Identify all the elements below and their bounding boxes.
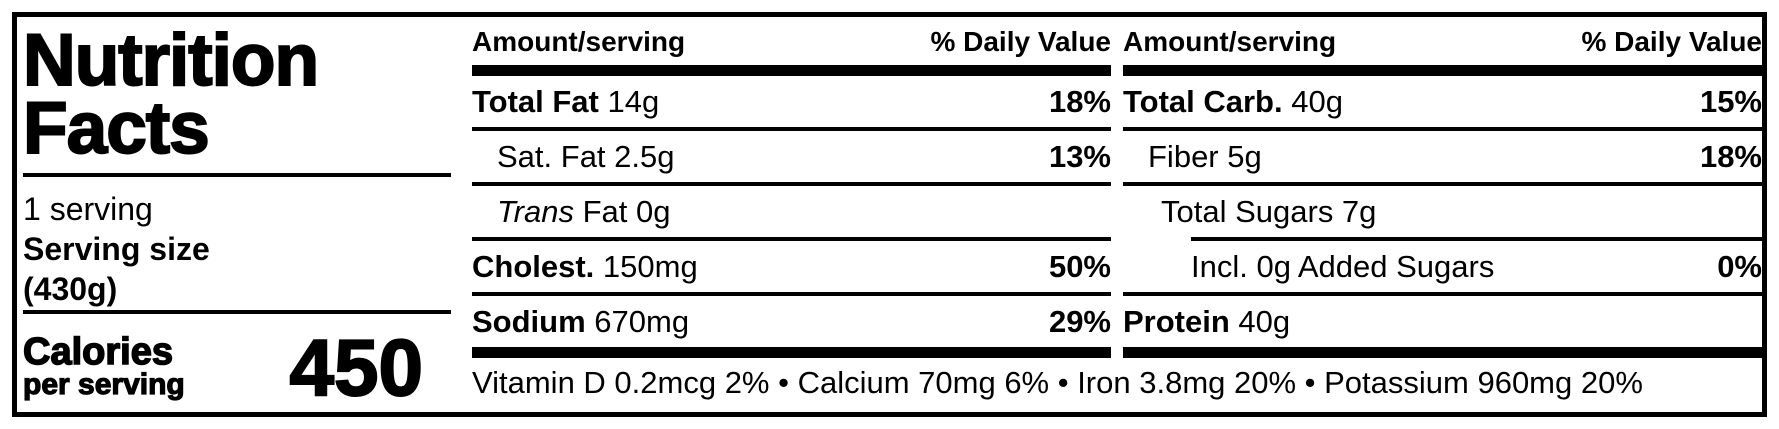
- daily-value: 18%: [1699, 138, 1762, 174]
- calories-section: Calories per serving 450: [22, 314, 451, 412]
- nutrient-name: Sodium: [472, 303, 586, 339]
- row-divider: [472, 127, 1111, 131]
- serving-size-label: Serving size: [23, 231, 210, 267]
- calories-labels: Calories per serving: [22, 331, 185, 401]
- nutrient-amount: Fat 0g: [573, 193, 671, 229]
- nutrient-column-fat: Amount/serving % Daily Value Total Fat 1…: [472, 21, 1111, 358]
- nutrient-amount: 670mg: [585, 303, 690, 339]
- daily-value: 50%: [1048, 248, 1111, 284]
- nutrient-name: Incl. 0g Added Sugars: [1191, 248, 1495, 284]
- nutrient-name: Fiber 5g: [1148, 138, 1262, 174]
- row-sodium: Sodium 670mg 29%: [472, 296, 1111, 347]
- nutrient-amount: 40g: [1229, 303, 1291, 339]
- calories-sublabel: per serving: [22, 368, 185, 401]
- row-added-sugars: Incl. 0g Added Sugars 0%: [1123, 241, 1762, 292]
- label-title-line2: Facts: [22, 88, 211, 169]
- nutrient-name: Total Sugars 7g: [1161, 193, 1377, 229]
- daily-value: 0%: [1717, 248, 1762, 284]
- row-total-fat: Total Fat 14g 18%: [472, 76, 1111, 127]
- row-sat-fat: Sat. Fat 2.5g 13%: [472, 131, 1111, 182]
- nutrient-name: Sat. Fat 2.5g: [497, 138, 675, 174]
- row-divider-indented: [1191, 237, 1762, 241]
- micronutrients-footer: Vitamin D 0.2mcg 2% • Calcium 70mg 6% • …: [472, 358, 1762, 412]
- daily-value: 18%: [1048, 83, 1111, 119]
- row-cholesterol: Cholest. 150mg 50%: [472, 241, 1111, 292]
- column-bottom-bar: [472, 347, 1111, 358]
- calories-value: 450: [289, 323, 424, 412]
- label-left-panel: Nutrition Facts 1 serving Serving size (…: [17, 17, 451, 412]
- row-divider: [1123, 182, 1762, 186]
- column-bottom-bar: [1123, 347, 1762, 358]
- nutrient-name: Total Fat: [472, 83, 599, 119]
- serving-info: 1 serving Serving size (430g): [23, 177, 451, 310]
- row-divider: [1123, 127, 1762, 131]
- row-divider: [1123, 292, 1762, 296]
- daily-value: 15%: [1699, 83, 1762, 119]
- column-header: Amount/serving % Daily Value: [1123, 21, 1762, 65]
- column-header: Amount/serving % Daily Value: [472, 21, 1111, 65]
- serving-size-value: (430g): [23, 271, 118, 307]
- nutrition-facts-label: Nutrition Facts 1 serving Serving size (…: [12, 12, 1767, 417]
- left-panel-rule-top: [23, 173, 451, 177]
- row-divider: [472, 292, 1111, 296]
- nutrient-columns: Amount/serving % Daily Value Total Fat 1…: [472, 21, 1762, 358]
- nutrient-columns-wrap: Amount/serving % Daily Value Total Fat 1…: [472, 17, 1762, 412]
- label-title-line1: Nutrition: [22, 20, 320, 101]
- header-amount-per-serving: Amount/serving: [1123, 26, 1337, 57]
- nutrient-amount: 14g: [598, 83, 660, 119]
- nutrient-name: Protein: [1123, 303, 1230, 339]
- calories-label: Calories: [22, 331, 173, 373]
- column-gap: [1111, 21, 1123, 358]
- nutrient-name: Total Carb.: [1123, 83, 1283, 119]
- header-bar: [1123, 65, 1762, 76]
- header-bar: [472, 65, 1111, 76]
- header-amount-per-serving: Amount/serving: [472, 26, 686, 57]
- row-fiber: Fiber 5g 18%: [1123, 131, 1762, 182]
- header-daily-value: % Daily Value: [930, 26, 1111, 57]
- row-trans-fat: Trans Fat 0g: [472, 186, 1111, 237]
- row-total-sugars: Total Sugars 7g: [1123, 186, 1762, 237]
- row-divider: [472, 182, 1111, 186]
- nutrient-amount: 150mg: [594, 248, 698, 284]
- row-protein: Protein 40g: [1123, 296, 1762, 347]
- row-divider: [472, 237, 1111, 241]
- nutrient-column-carb: Amount/serving % Daily Value Total Carb.…: [1123, 21, 1762, 358]
- daily-value: 13%: [1048, 138, 1111, 174]
- row-total-carb: Total Carb. 40g 15%: [1123, 76, 1762, 127]
- header-daily-value: % Daily Value: [1581, 26, 1762, 57]
- label-title: Nutrition Facts: [22, 20, 451, 173]
- servings-per-container: 1 serving: [23, 191, 153, 227]
- micronutrients-text: Vitamin D 0.2mcg 2% • Calcium 70mg 6% • …: [472, 365, 1643, 400]
- daily-value: 29%: [1048, 303, 1111, 339]
- nutrient-amount: 40g: [1282, 83, 1343, 119]
- left-panel-rule-bottom: [23, 310, 451, 314]
- nutrient-name-italic: Trans: [497, 193, 574, 229]
- nutrient-name: Cholest.: [472, 248, 595, 284]
